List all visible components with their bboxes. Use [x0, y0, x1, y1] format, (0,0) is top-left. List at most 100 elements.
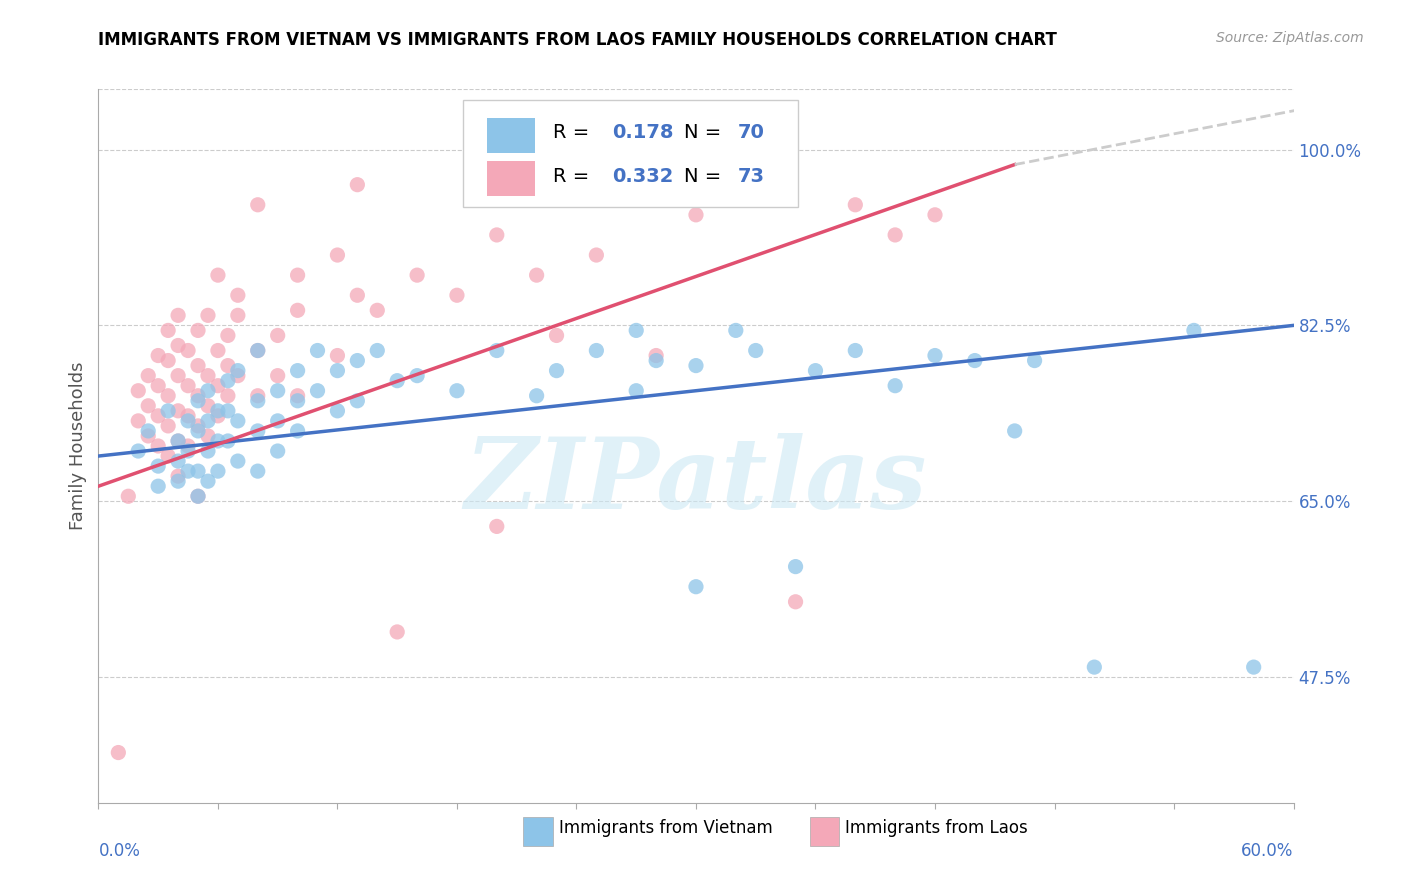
Point	[385, 624, 409, 639]
Point	[1024, 353, 1046, 368]
Point	[197, 399, 219, 413]
Point	[326, 404, 349, 418]
Text: IMMIGRANTS FROM VIETNAM VS IMMIGRANTS FROM LAOS FAMILY HOUSEHOLDS CORRELATION CH: IMMIGRANTS FROM VIETNAM VS IMMIGRANTS FR…	[98, 31, 1057, 49]
Point	[187, 418, 209, 433]
Point	[197, 384, 219, 398]
Point	[127, 384, 149, 398]
Point	[346, 288, 368, 302]
Point	[1083, 660, 1105, 674]
Point	[157, 404, 180, 418]
Point	[197, 309, 219, 323]
Point	[148, 479, 170, 493]
Point	[148, 459, 170, 474]
FancyBboxPatch shape	[463, 100, 797, 207]
Point	[167, 368, 190, 383]
Point	[167, 404, 190, 418]
Point	[217, 404, 239, 418]
Point	[148, 409, 170, 423]
Point	[187, 359, 209, 373]
Point	[207, 343, 229, 358]
Y-axis label: Family Households: Family Households	[69, 362, 87, 530]
Point	[187, 464, 209, 478]
Point	[136, 399, 159, 413]
Point	[177, 439, 200, 453]
Point	[207, 404, 229, 418]
Point	[287, 424, 309, 438]
Point	[844, 198, 866, 212]
Point	[1182, 323, 1205, 337]
Point	[246, 389, 269, 403]
Point	[804, 363, 827, 377]
Point	[197, 474, 219, 488]
Text: 73: 73	[738, 168, 765, 186]
Point	[267, 414, 290, 428]
Point	[326, 248, 349, 262]
Point	[246, 198, 269, 212]
Text: ZIPatlas: ZIPatlas	[465, 434, 927, 530]
Point	[207, 268, 229, 282]
Point	[326, 363, 349, 377]
Point	[366, 343, 388, 358]
Point	[177, 378, 200, 392]
Point	[157, 323, 180, 337]
Text: Immigrants from Vietnam: Immigrants from Vietnam	[558, 819, 772, 837]
Point	[187, 323, 209, 337]
Point	[307, 343, 329, 358]
Point	[157, 389, 180, 403]
Point	[136, 368, 159, 383]
Point	[526, 268, 548, 282]
Point	[287, 363, 309, 377]
Point	[177, 414, 200, 428]
Point	[785, 559, 807, 574]
Point	[226, 414, 249, 428]
Point	[485, 227, 508, 242]
Point	[217, 328, 239, 343]
Text: N =: N =	[685, 122, 727, 142]
Point	[177, 409, 200, 423]
Point	[226, 454, 249, 468]
Point	[217, 374, 239, 388]
Point	[177, 343, 200, 358]
Text: N =: N =	[685, 168, 727, 186]
Point	[267, 384, 290, 398]
Point	[246, 343, 269, 358]
Point	[287, 303, 309, 318]
Point	[187, 393, 209, 408]
Point	[626, 323, 648, 337]
Point	[246, 424, 269, 438]
Point	[346, 393, 368, 408]
Point	[157, 449, 180, 463]
Point	[844, 343, 866, 358]
Point	[884, 378, 907, 392]
Point	[187, 489, 209, 503]
Point	[157, 418, 180, 433]
Bar	[486, 118, 534, 153]
Point	[485, 519, 508, 533]
Point	[1243, 660, 1265, 674]
Point	[217, 359, 239, 373]
Point	[406, 368, 429, 383]
Point	[136, 429, 159, 443]
Point	[745, 343, 768, 358]
Point	[785, 595, 807, 609]
Point	[246, 343, 269, 358]
Point	[1004, 424, 1026, 438]
Text: R =: R =	[553, 122, 595, 142]
Point	[226, 368, 249, 383]
Text: 0.332: 0.332	[613, 168, 673, 186]
Text: Immigrants from Laos: Immigrants from Laos	[845, 819, 1028, 837]
Point	[406, 268, 429, 282]
Point	[167, 474, 190, 488]
Point	[107, 746, 129, 760]
Point	[246, 393, 269, 408]
Text: Source: ZipAtlas.com: Source: ZipAtlas.com	[1216, 31, 1364, 45]
Point	[207, 464, 229, 478]
Point	[585, 343, 607, 358]
Point	[924, 208, 946, 222]
Point	[187, 489, 209, 503]
Point	[366, 303, 388, 318]
Point	[326, 349, 349, 363]
Point	[167, 338, 190, 352]
Point	[177, 464, 200, 478]
Point	[485, 343, 508, 358]
